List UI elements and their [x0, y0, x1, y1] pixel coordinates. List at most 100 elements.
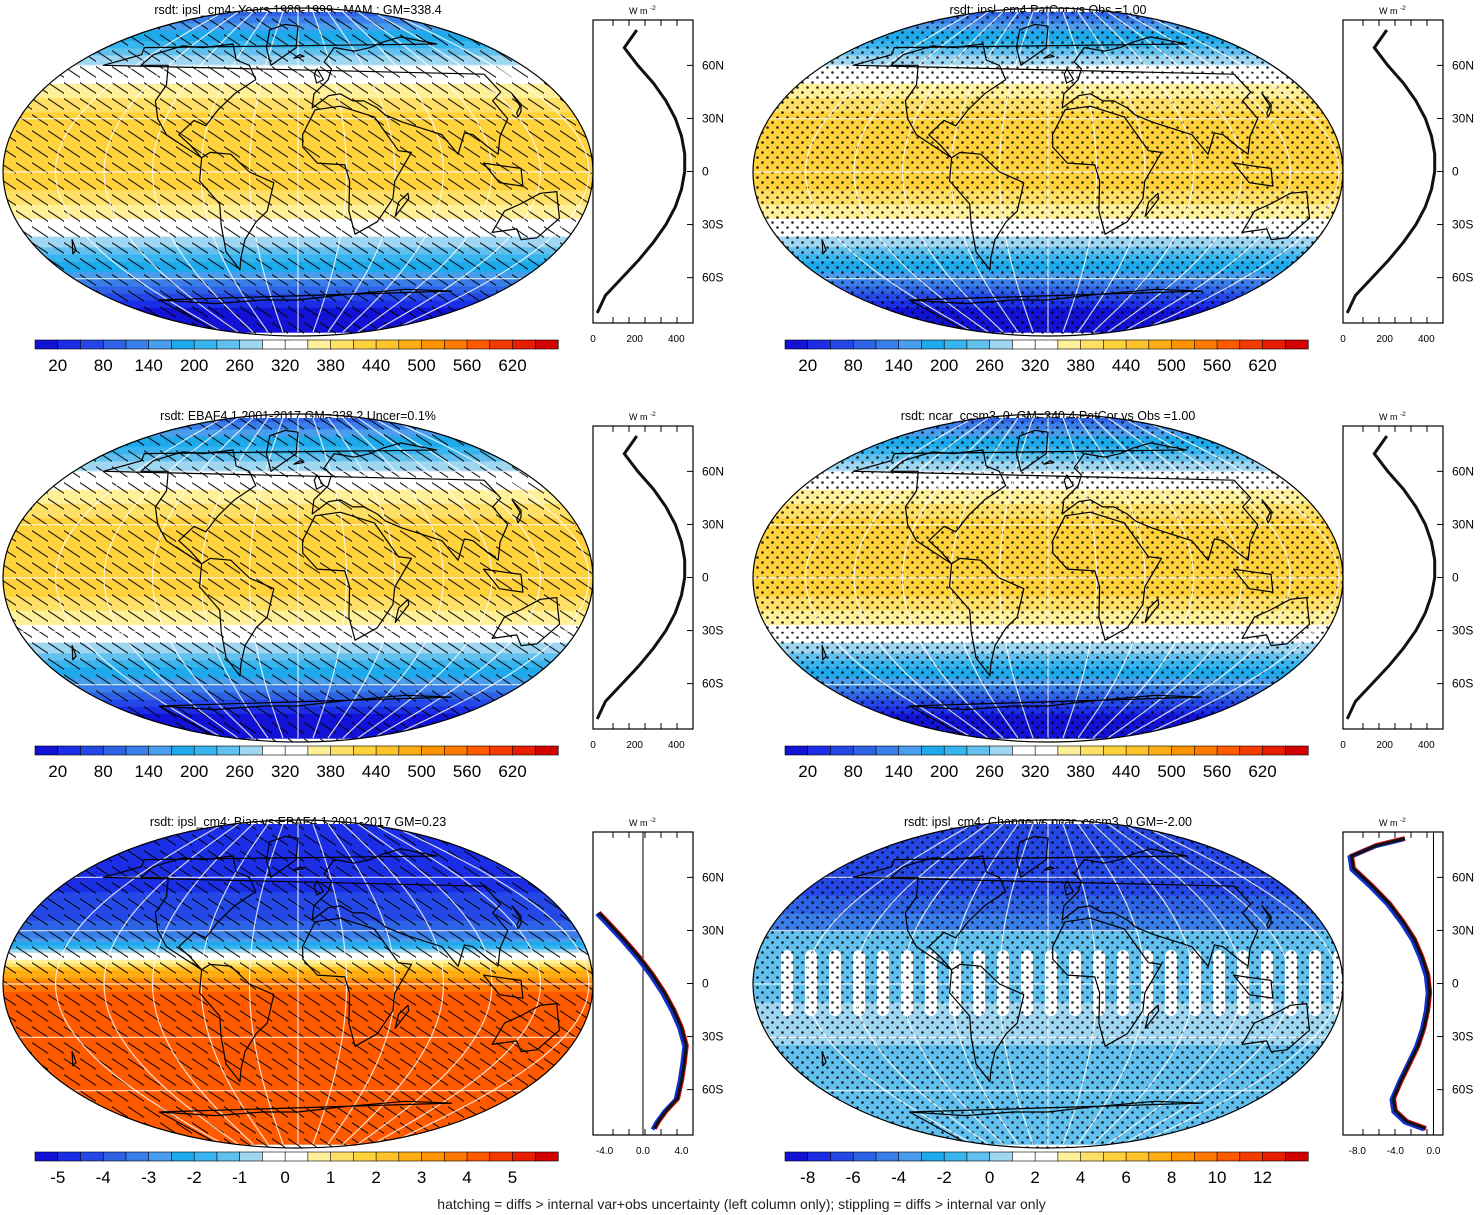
colorbar-label: 200	[180, 762, 208, 781]
profile-lat-label: 60N	[702, 464, 724, 478]
colorbar-swatch	[193, 339, 218, 350]
coastline	[908, 288, 1203, 333]
zonal-profile: W m -2 60N 30N 0 30S 60S -8.0 -4.0 0.0	[1342, 817, 1474, 1157]
colorbar-label: 6	[1121, 1168, 1130, 1187]
profile-x-label: -8.0	[1349, 1146, 1367, 1157]
colorbar-label: 200	[930, 762, 958, 781]
coastline	[890, 855, 1007, 971]
profile-units: W m	[1379, 818, 1398, 828]
graticule-meridian	[372, 11, 542, 333]
graticule-meridian	[54, 11, 224, 333]
graticule-meridian	[1092, 11, 1195, 333]
coastline	[394, 192, 410, 217]
colorbar-label: 1	[326, 1168, 335, 1187]
graticule-meridian	[372, 417, 542, 739]
colorbar-swatch	[489, 1151, 514, 1162]
colorbar-label: 8	[1167, 1168, 1176, 1187]
colorbar-swatch	[1034, 1151, 1059, 1162]
colorbar-swatch	[534, 339, 559, 350]
coastline	[949, 557, 1025, 677]
map-panel-4: rsdt: ipsl_cm4: Bias vs EBAF4.1 2001-201…	[2, 815, 724, 1187]
colorbar-swatch	[80, 1151, 104, 1162]
colorbar-swatch	[125, 1151, 150, 1162]
colorbar-label: 440	[1112, 356, 1140, 375]
profile-x-label: 0.0	[1427, 1146, 1441, 1157]
coastline	[302, 917, 412, 1047]
colorbar-label: -3	[141, 1168, 156, 1187]
graticule-meridian	[1122, 417, 1292, 739]
coastline	[852, 848, 1259, 967]
map-body	[753, 820, 1343, 1148]
colorbar-label: -4	[96, 1168, 111, 1187]
colorbar-swatch	[1125, 745, 1150, 756]
coastline	[890, 43, 1007, 159]
profile-line-model	[597, 911, 688, 1130]
colorbar-label: 440	[1112, 762, 1140, 781]
colorbar-swatch	[1148, 1151, 1173, 1162]
profile-line-model	[1345, 435, 1437, 720]
colorbar-swatch	[1103, 745, 1127, 756]
zonal-profile: W m -2 60N 30N 0 30S 60S 0 200 400	[590, 5, 724, 345]
colorbar-swatch	[1057, 1151, 1082, 1162]
profile-x-label: 400	[1418, 740, 1435, 751]
coastline	[491, 191, 561, 241]
coastline	[482, 162, 524, 187]
colorbar-swatch	[875, 339, 900, 350]
colorbar-swatch	[966, 745, 991, 756]
graticule-meridian	[901, 417, 1004, 739]
colorbar-swatch	[216, 1151, 241, 1162]
colorbar-swatch	[534, 745, 559, 756]
colorbar-label: 200	[930, 356, 958, 375]
coastline	[1144, 598, 1160, 623]
profile-units-exp: -2	[650, 817, 656, 824]
coastline	[199, 963, 275, 1083]
profile-lat-label: 60S	[1452, 271, 1473, 285]
coastline	[1144, 192, 1160, 217]
colorbar-swatch	[102, 339, 127, 350]
profile-units: W m	[629, 818, 648, 828]
coastline	[71, 1051, 77, 1067]
colorbar-swatch	[284, 1151, 309, 1162]
graticule-meridian	[901, 823, 1004, 1145]
colorbar-label: 80	[94, 356, 113, 375]
coastline	[140, 43, 257, 159]
profile-x-label: 400	[668, 334, 685, 345]
colorbar-label: 620	[1248, 356, 1276, 375]
colorbar-swatch	[262, 339, 286, 350]
graticule-meridian	[54, 417, 224, 739]
colorbar-label: 12	[1253, 1168, 1272, 1187]
coastline	[265, 23, 299, 66]
zonal-profile: W m -2 60N 30N 0 30S 60S 0 200 400	[1340, 5, 1474, 345]
coastline	[1261, 905, 1272, 930]
profile-frame	[1342, 19, 1444, 324]
profile-lat-label: 30S	[702, 1030, 723, 1044]
colorbar-swatch	[34, 339, 59, 350]
graticule-meridian	[327, 823, 396, 1145]
graticule-meridian	[1077, 823, 1146, 1145]
graticule-meridian	[1077, 417, 1146, 739]
colorbar-label: 2	[1030, 1168, 1039, 1187]
profile-lat-label: 30S	[702, 624, 723, 638]
colorbar-swatch	[989, 745, 1013, 756]
colorbar-swatch	[875, 745, 900, 756]
colorbar-swatch	[102, 745, 127, 756]
colorbar-swatch	[193, 745, 218, 756]
map-body	[3, 820, 593, 1148]
coastline	[821, 1051, 827, 1067]
profile-lat-label: 0	[702, 165, 709, 179]
coastline	[302, 105, 412, 235]
colorbar-swatch	[284, 339, 309, 350]
map-panel-0: rsdt: ipsl_cm4: Years 1980-1999 : MAM : …	[2, 3, 724, 375]
colorbar-label: 200	[180, 356, 208, 375]
coastline	[1261, 93, 1272, 118]
graticule-meridian	[54, 823, 224, 1145]
colorbar-label: 440	[362, 762, 390, 781]
coastline	[293, 460, 305, 465]
colorbar-label: 620	[498, 762, 526, 781]
colorbar-swatch	[852, 339, 877, 350]
profile-lat-label: 60S	[1452, 677, 1473, 691]
colorbar-swatch	[1239, 745, 1264, 756]
colorbar-swatch	[307, 1151, 332, 1162]
colorbar: 20 80 140 200 260 320 380 440 500 560 620	[34, 339, 559, 375]
map-body	[3, 8, 593, 336]
